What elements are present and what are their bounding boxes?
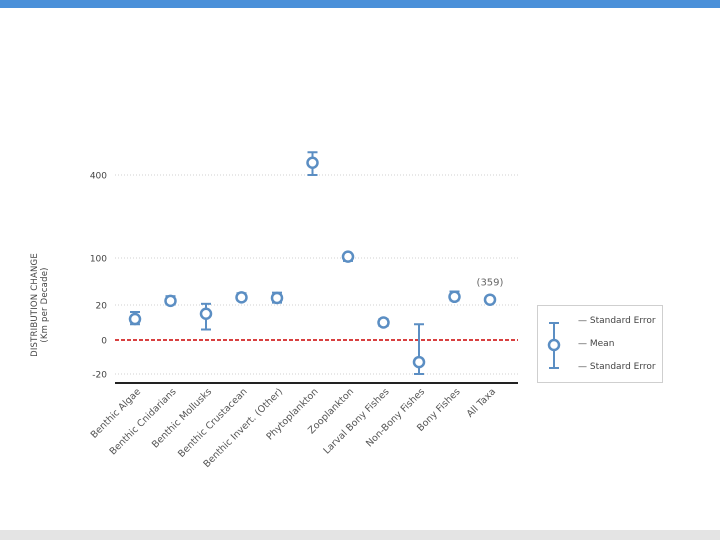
data-point (270, 291, 284, 305)
mean-marker (199, 307, 213, 320)
data-point (199, 302, 213, 331)
y-tick-label: 0 (101, 337, 107, 347)
mean-marker (164, 294, 177, 308)
y-axis-title-line-2: (Km per Decade) (40, 267, 50, 343)
data-point (128, 311, 142, 326)
data-point (412, 323, 426, 375)
legend-label-upper-se: — Standard Error (578, 316, 656, 326)
category-label: Larval Bony Fishes (321, 386, 391, 456)
point-annotation: (359) (477, 278, 504, 289)
mean-marker (448, 290, 461, 304)
y-tick-labels: 400 100 20 0 -20 (90, 172, 107, 381)
data-point (448, 290, 461, 304)
data-point (306, 151, 319, 176)
mean-marker (483, 293, 497, 306)
y-tick-label: 100 (90, 255, 107, 265)
mean-marker (128, 312, 142, 326)
mean-marker (377, 316, 390, 329)
data-point (235, 291, 248, 304)
legend-symbol (547, 322, 561, 369)
y-tick-label: -20 (92, 371, 107, 381)
y-axis-title-line-1: DISTRIBUTION CHANGE (30, 253, 40, 357)
top-accent-bar (0, 0, 720, 8)
category-label: Benthic Cnidarians (108, 386, 179, 457)
legend-mean-marker (547, 338, 561, 352)
data-point (164, 294, 177, 308)
y-tick-label: 20 (96, 302, 108, 312)
gridlines (115, 174, 518, 375)
mean-marker (235, 291, 248, 304)
data-points: (359) (128, 151, 504, 375)
y-axis-title: DISTRIBUTION CHANGE (Km per Decade) (30, 225, 50, 385)
data-point (377, 316, 390, 329)
y-tick-label: 400 (90, 172, 107, 182)
bottom-bar (0, 530, 720, 540)
category-label: Benthic Mollusks (150, 386, 214, 450)
legend-label-lower-se: — Standard Error (578, 362, 656, 372)
mean-marker (270, 291, 284, 305)
category-label: All Taxa (465, 386, 498, 419)
data-point: (359) (477, 278, 504, 306)
data-point (341, 250, 355, 263)
legend-label-mean: — Mean (578, 339, 615, 349)
mean-marker (341, 250, 355, 263)
mean-marker (306, 156, 319, 169)
legend: — Standard Error — Mean — Standard Error (537, 305, 663, 383)
category-label: Benthic Crustacean (176, 386, 250, 460)
mean-marker (412, 355, 426, 369)
